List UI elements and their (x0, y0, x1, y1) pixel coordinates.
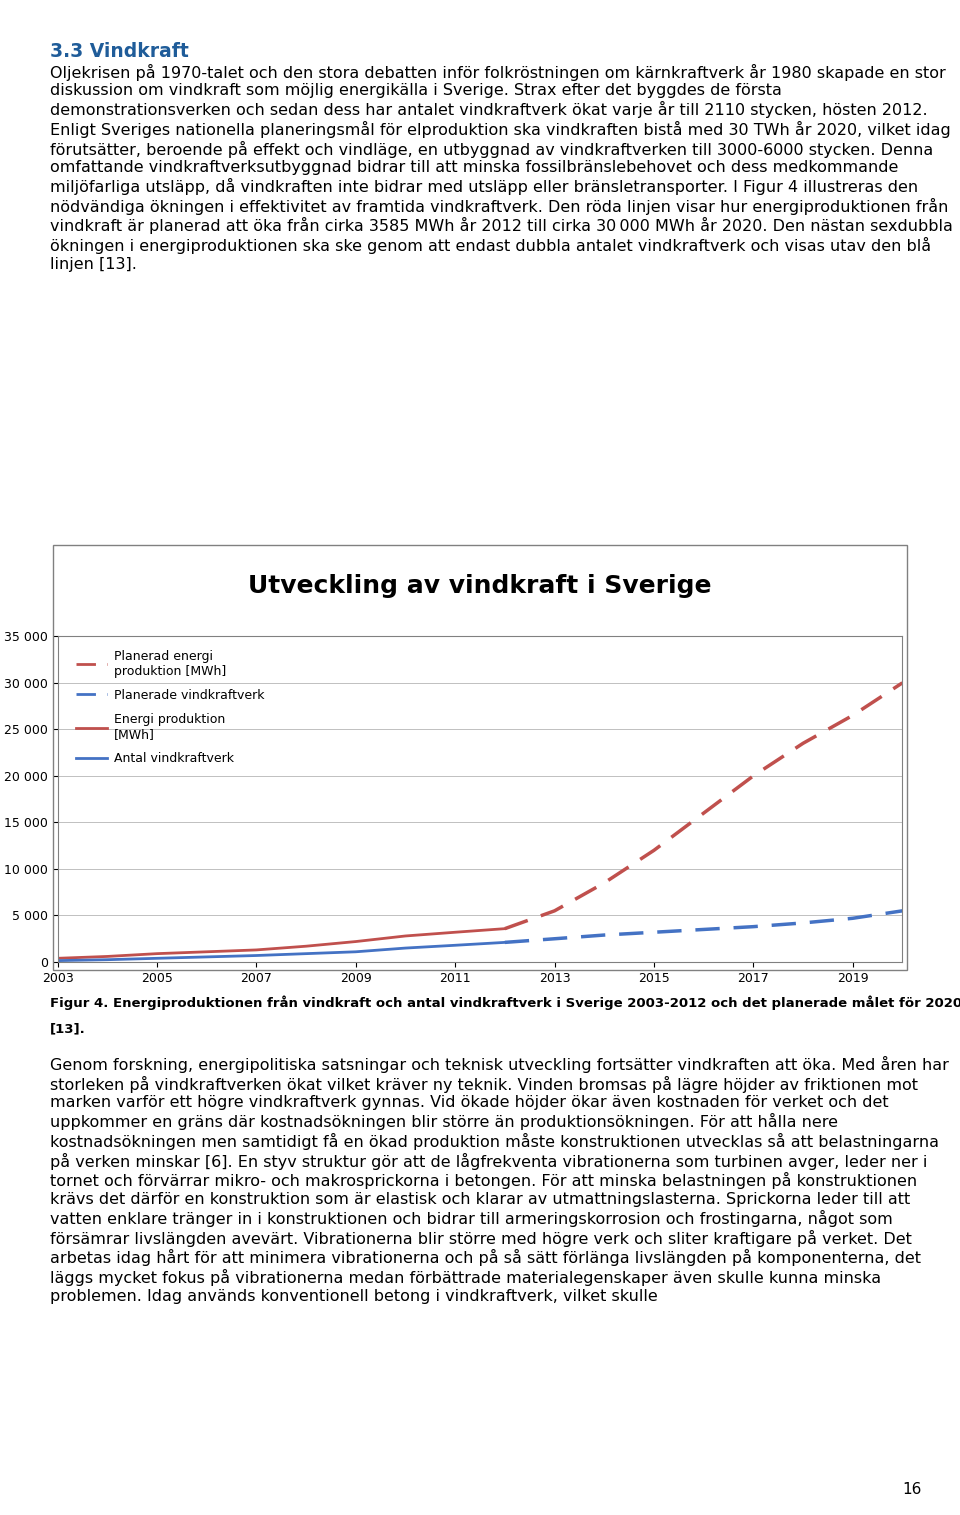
Text: 3.3 Vindkraft: 3.3 Vindkraft (50, 42, 189, 62)
Text: [13].: [13]. (50, 1023, 85, 1036)
Text: 16: 16 (902, 1482, 922, 1497)
Text: Figur 4. Energiproduktionen från vindkraft och antal vindkraftverk i Sverige 200: Figur 4. Energiproduktionen från vindkra… (50, 995, 960, 1011)
Text: Oljekrisen på 1970-talet och den stora debatten inför folkröstningen om kärnkraf: Oljekrisen på 1970-talet och den stora d… (50, 64, 952, 271)
Legend: Planerad energi
produktion [MWh], Planerade vindkraftverk, Energi produktion
[MW: Planerad energi produktion [MWh], Planer… (72, 645, 268, 770)
Text: Genom forskning, energipolitiska satsningar och teknisk utveckling fortsätter vi: Genom forskning, energipolitiska satsnin… (50, 1056, 948, 1303)
Text: Utveckling av vindkraft i Sverige: Utveckling av vindkraft i Sverige (249, 574, 711, 598)
